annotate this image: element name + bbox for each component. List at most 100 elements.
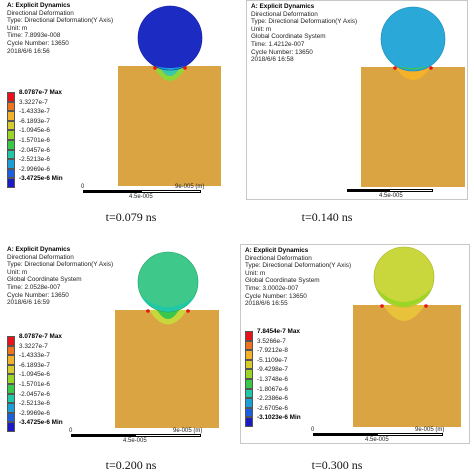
legend-row: -5.1109e-7: [245, 357, 345, 370]
legend-label: 7.8454e-7 Max: [257, 328, 300, 335]
legend-label: -1.8067e-6: [257, 385, 288, 393]
legend-row: -1.4333e-7: [7, 108, 107, 121]
legend-row: -1.5701e-6: [7, 380, 107, 394]
legend-swatch: [245, 331, 253, 341]
legend-swatch: [245, 378, 253, 389]
panel-4-header: A: Explicit Dynamics Directional Deforma…: [245, 247, 351, 308]
panel-2-simulation: [361, 6, 465, 187]
legend-row: 3.3227e-7: [7, 343, 107, 356]
legend-row: 8.0787e-7 Max: [7, 89, 107, 102]
legend-swatch: [7, 168, 15, 179]
header-unit: Unit: m: [7, 268, 28, 276]
scale-max: 9e-005 (m): [175, 184, 205, 190]
legend-label: -6.1893e-7: [19, 117, 50, 125]
legend-label: -3.1023e-6 Min: [257, 414, 301, 422]
contact-zone: [383, 305, 425, 321]
legend-swatch: [245, 388, 253, 399]
scale-bar: [83, 190, 201, 193]
legend-row: -2.0457e-6: [7, 391, 107, 404]
scale-mid: 4.5e-005: [129, 194, 153, 200]
legend-swatch: [7, 412, 15, 423]
header-line: Directional Deformation: [251, 10, 318, 18]
legend-swatch: [7, 159, 15, 169]
panel-4-legend: 7.8454e-7 Max 3.5266e-7 -7.9212e-8 -5.11…: [245, 328, 345, 427]
legend-swatch: [245, 350, 253, 360]
stress-point-left: [393, 66, 397, 70]
legend-label: -1.5701e-6: [19, 380, 50, 388]
header-line: Global Coordinate System: [7, 276, 82, 284]
panel-3-legend: 8.0787e-7 Max 3.3227e-7 -1.4333e-7 -6.18…: [7, 333, 107, 432]
panel-2-header: A: Explicit Dynamics Directional Deforma…: [251, 3, 357, 64]
header-time: Time: 2.0528e-007: [7, 283, 61, 291]
legend-swatch: [7, 139, 15, 150]
header-line: Type: Directional Deformation(Y Axis): [7, 261, 114, 269]
stress-point-right: [186, 309, 190, 313]
panel-4-simulation: [353, 246, 461, 427]
scale-mid: 4.5e-005: [379, 193, 403, 199]
header-cycle: Cycle Number: 13650: [245, 292, 307, 300]
substrate: [361, 67, 465, 187]
scale-max: 9e-005 (m): [173, 428, 203, 434]
header-line: Type: Directional Deformation(Y Axis): [7, 17, 114, 25]
legend-label: 8.0787e-7 Max: [19, 89, 62, 96]
legend-label: -3.4725e-6 Min: [19, 175, 63, 183]
scale-bar-fill: [314, 434, 378, 435]
legend-swatch: [7, 336, 15, 346]
ball-lower-band: [377, 289, 431, 307]
legend-label: -2.9969e-6: [19, 165, 50, 173]
ball-lower-band: [141, 296, 195, 312]
stress-point-right: [424, 304, 428, 308]
legend-row: -1.4333e-7: [7, 352, 107, 365]
header-line: Global Coordinate System: [251, 33, 326, 41]
header-cycle: Cycle Number: 13650: [251, 48, 313, 56]
header-line: Type: Directional Deformation(Y Axis): [251, 18, 358, 26]
legend-swatch: [7, 178, 15, 188]
legend-row: -7.9212e-8: [245, 347, 345, 360]
legend-row: 3.3227e-7: [7, 99, 107, 112]
legend-label: -2.2386e-6: [257, 395, 288, 403]
scale-bar: [347, 189, 433, 192]
panel-3-simulation: [115, 251, 219, 428]
header-unit: Unit: m: [7, 24, 28, 32]
header-date: 2018/6/6 16:58: [251, 56, 294, 64]
header-unit: Unit: m: [245, 269, 266, 277]
legend-row: -2.2386e-6: [245, 395, 345, 408]
legend-label: -9.4298e-7: [257, 366, 288, 374]
legend-swatch: [245, 417, 253, 427]
legend-row: -2.9969e-6: [7, 165, 107, 179]
legend-label: 8.0787e-7 Max: [19, 333, 62, 340]
legend-label: -7.9212e-8: [257, 347, 288, 355]
ball: [380, 6, 446, 72]
header-date: 2018/6/6 16:59: [7, 299, 50, 307]
contact-zone: [395, 67, 431, 80]
legend-row: 8.0787e-7 Max: [7, 333, 107, 346]
header-line: Global Coordinate System: [245, 277, 320, 285]
ball-contact-tint: [155, 66, 185, 70]
caption-panel-2: t=0.140 ns: [301, 210, 353, 224]
legend-row: -1.3748e-6: [245, 375, 345, 389]
legend-swatch: [245, 340, 253, 351]
legend-row: -3.4725e-6 Min: [7, 175, 107, 188]
legend-label: -1.3748e-6: [257, 375, 288, 383]
legend-swatch: [7, 92, 15, 102]
legend-row: -2.5213e-6: [7, 400, 107, 413]
legend-label: -1.4333e-7: [19, 108, 50, 116]
legend-label: -3.4725e-6 Min: [19, 419, 63, 427]
substrate: [118, 66, 221, 186]
legend-row: -2.5213e-6: [7, 156, 107, 169]
stress-point-left: [380, 304, 384, 308]
legend-row: -2.6705e-6: [245, 405, 345, 418]
scale-bar-fill: [84, 191, 142, 192]
header-time: Time: 7.8993e-008: [7, 32, 61, 40]
panel-1-simulation: [118, 5, 221, 186]
header-title: A: Explicit Dynamics: [7, 246, 71, 253]
legend-swatch: [7, 383, 15, 394]
legend-row: -3.1023e-6 Min: [245, 414, 345, 427]
legend-swatch: [7, 101, 15, 112]
ball-contact-tint: [397, 66, 429, 70]
legend-row: 3.5266e-7: [245, 338, 345, 351]
legend-label: -2.9969e-6: [19, 409, 50, 417]
scale-max: 9e-005 (m): [415, 427, 445, 433]
substrate: [353, 305, 461, 427]
stress-point-left: [146, 309, 150, 313]
